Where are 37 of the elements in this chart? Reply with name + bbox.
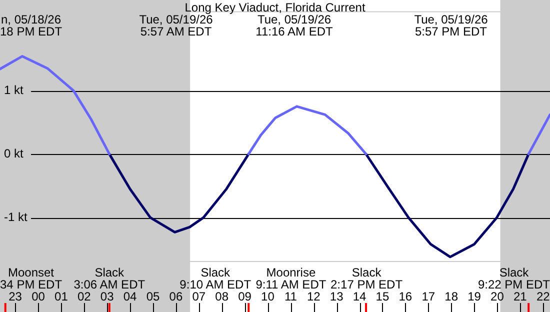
- x-tick-label: 11: [284, 290, 298, 304]
- x-tick-label: 06: [169, 290, 183, 304]
- x-tick-label: 10: [261, 290, 275, 304]
- x-tick-label: 22: [536, 290, 550, 304]
- x-tick-label: 14: [352, 290, 367, 304]
- x-tick-label: 17: [422, 290, 436, 304]
- y-tick-label: 0 kt: [4, 146, 24, 160]
- x-tick-label: 07: [192, 290, 206, 304]
- x-tick-label: 00: [32, 290, 46, 304]
- y-tick-label: -1 kt: [4, 210, 28, 224]
- ref-line-label: Slack 3:06 AM EDT: [74, 265, 146, 292]
- x-tick-label: 08: [215, 290, 229, 304]
- chart-title: Long Key Viaduct, Florida Current: [184, 0, 366, 14]
- ref-line-label: Slack 2:17 PM EDT: [330, 265, 404, 292]
- ref-line-label: Moonset 34 PM EDT: [0, 265, 63, 292]
- x-tick-label: 09: [238, 290, 252, 304]
- x-tick-label: 23: [8, 290, 22, 304]
- x-tick-label: 01: [54, 290, 68, 304]
- x-tick-label: 19: [468, 290, 482, 304]
- x-tick-label: 05: [146, 290, 160, 304]
- annotation: Tue, 05/19/26 5:57 PM EDT: [414, 12, 488, 38]
- x-tick-label: 04: [123, 290, 138, 304]
- annotation: Tue, 05/19/26 11:16 AM EDT: [256, 12, 334, 38]
- ref-line-label: Slack 9:22 PM EDT: [478, 265, 550, 292]
- x-tick-label: 12: [306, 290, 321, 304]
- y-tick-label: 1 kt: [4, 82, 24, 97]
- x-tick-label: 13: [330, 290, 344, 304]
- annotation: n, 05/18/26 18 PM EDT: [0, 12, 63, 38]
- x-tick-label: 18: [444, 290, 458, 304]
- ref-line-label: Slack 9:10 AM EDT: [180, 265, 252, 292]
- text: Moonrise 9:11 AM EDT: [256, 265, 327, 292]
- x-tick-label: 03: [100, 290, 114, 304]
- x-tick-label: 02: [77, 290, 92, 304]
- x-tick-label: 20: [490, 290, 504, 304]
- x-tick-label: 21: [513, 290, 528, 304]
- x-tick-label: 16: [398, 290, 412, 304]
- x-tick-label: 15: [376, 290, 390, 304]
